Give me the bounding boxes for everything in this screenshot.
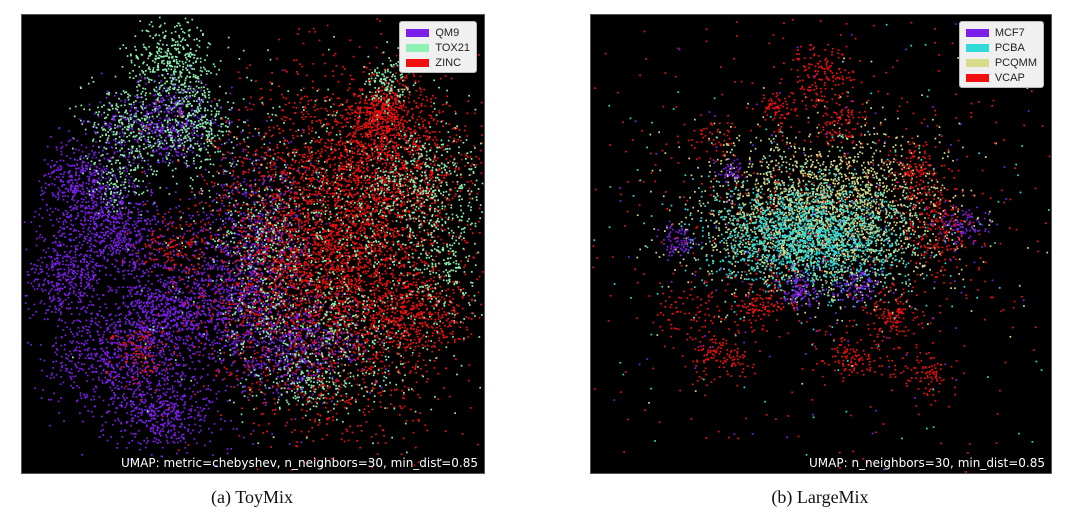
point-cluster-qm9 — [81, 351, 238, 461]
point-cluster-vcap — [889, 351, 958, 407]
legend-label-tox21: TOX21 — [435, 42, 470, 54]
point-cluster-tox21 — [69, 47, 209, 176]
point-cluster-vcap — [773, 37, 863, 110]
legend-swatch-zinc — [406, 58, 430, 67]
legend-largemix: MCF7 PCBA PCQMM VCAP — [958, 21, 1044, 88]
point-cluster-mcf7 — [832, 266, 895, 308]
point-cluster-qm9 — [24, 266, 255, 456]
legend-swatch-pcqmm — [965, 58, 989, 67]
umap-parameters-toymix: UMAP: metric=chebyshev, n_neighbors=30, … — [121, 456, 478, 470]
legend-swatch-qm9 — [406, 28, 430, 37]
legend-label-zinc: ZINC — [435, 57, 461, 69]
scatter-canvas-largemix — [592, 18, 1051, 473]
legend-swatch-pcba — [965, 43, 989, 52]
point-cluster-vcap — [746, 92, 801, 142]
point-cluster-vcap — [665, 114, 752, 160]
point-cluster-tox21 — [363, 51, 417, 117]
legend-entry-mcf7: MCF7 — [965, 25, 1037, 40]
legend-swatch-vcap — [965, 73, 989, 82]
legend-label-pcba: PCBA — [995, 42, 1025, 54]
legend-entry-tox21: TOX21 — [406, 40, 470, 55]
point-cluster-mcf7 — [713, 158, 752, 183]
point-cluster-tox21 — [132, 58, 257, 198]
umap-parameters-largemix: UMAP: n_neighbors=30, min_dist=0.85 — [809, 456, 1045, 470]
point-cluster-vcap — [648, 271, 744, 357]
point-cluster-qm9 — [24, 213, 116, 331]
point-cluster-tox21 — [91, 16, 230, 131]
legend-label-pcqmm: PCQMM — [995, 57, 1037, 69]
point-cluster-vcap — [814, 319, 894, 386]
point-cluster-tox21 — [317, 94, 484, 288]
caption-largemix: (b) LargeMix — [590, 487, 1050, 508]
legend-entry-vcap: VCAP — [965, 70, 1037, 85]
point-cluster-tox21 — [280, 353, 352, 423]
point-cluster-pcba — [608, 136, 966, 342]
point-cluster-zinc — [105, 322, 179, 401]
point-cluster-qm9 — [38, 127, 142, 240]
point-cluster-mcf7 — [613, 23, 1030, 471]
legend-entry-pcba: PCBA — [965, 40, 1037, 55]
legend-label-mcf7: MCF7 — [995, 27, 1025, 39]
point-cluster-mcf7 — [656, 220, 697, 261]
point-cluster-tox21 — [82, 141, 156, 216]
point-cluster-vcap — [804, 94, 868, 157]
point-cluster-vcap — [847, 284, 934, 350]
point-cluster-zinc — [337, 242, 482, 373]
umap-plot-toymix: QM9 TOX21 ZINC UMAP: metric=chebyshev, n… — [21, 14, 485, 474]
legend-entry-qm9: QM9 — [406, 25, 470, 40]
point-cluster-vcap — [731, 267, 806, 334]
umap-plot-largemix: MCF7 PCBA PCQMM VCAP UMAP: n_neighbors=3… — [590, 14, 1052, 474]
point-cluster-tox21 — [398, 199, 483, 357]
legend-toymix: QM9 TOX21 ZINC — [399, 21, 477, 73]
legend-entry-pcqmm: PCQMM — [965, 55, 1037, 70]
point-cluster-zinc — [126, 207, 217, 281]
point-cluster-pcba — [593, 23, 1050, 456]
caption-toymix: (a) ToyMix — [21, 487, 483, 508]
legend-entry-zinc: ZINC — [406, 55, 470, 70]
point-cluster-pcqmm — [648, 37, 1049, 404]
point-cluster-vcap — [672, 324, 761, 397]
scatter-canvas-toymix — [23, 16, 484, 471]
legend-label-vcap: VCAP — [995, 72, 1025, 84]
point-cluster-qm9 — [68, 67, 260, 203]
point-cluster-vcap — [592, 18, 1051, 473]
point-cluster-qm9 — [221, 278, 390, 404]
legend-swatch-mcf7 — [965, 28, 989, 37]
legend-label-qm9: QM9 — [435, 27, 459, 39]
legend-swatch-tox21 — [406, 43, 430, 52]
point-cluster-qm9 — [162, 69, 353, 467]
